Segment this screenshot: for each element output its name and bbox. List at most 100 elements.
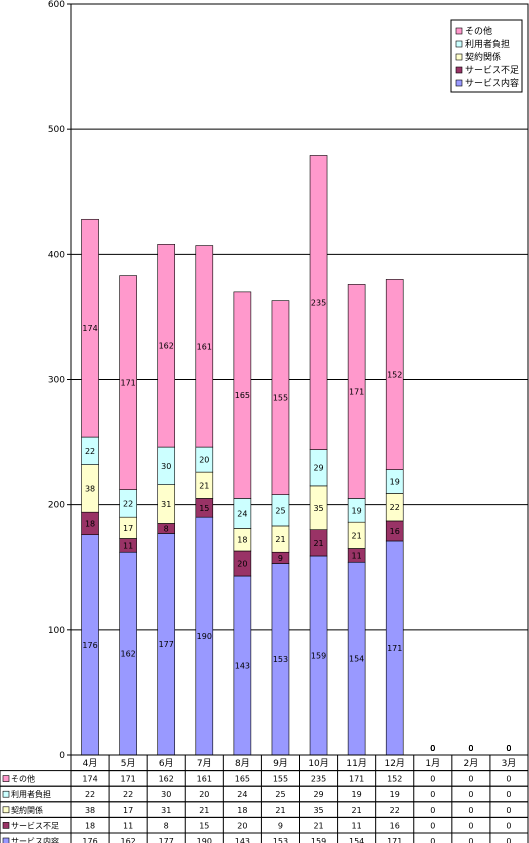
category-label: 12月 [384, 758, 404, 769]
category-label: 11月 [346, 758, 366, 769]
legend-label: 契約関係 [465, 51, 501, 63]
table-cell: 0 [468, 821, 473, 830]
table-cell: 0 [468, 806, 473, 815]
table-cell: 21 [199, 806, 209, 815]
table-cell: 162 [159, 775, 174, 784]
data-label: 25 [275, 506, 285, 515]
table-row-swatch [2, 806, 10, 814]
category-label: 2月 [464, 758, 479, 769]
y-tick-label: 500 [48, 125, 65, 135]
category-label: 9月 [273, 758, 288, 769]
table-cell: 35 [313, 806, 323, 815]
table-cell: 0 [430, 837, 435, 843]
category-label: 3月 [502, 758, 517, 769]
data-label: 30 [161, 462, 171, 471]
data-label: 0 [430, 744, 435, 753]
table-cell: 31 [161, 806, 171, 815]
data-label: 9 [278, 554, 283, 563]
bar-segment [309, 155, 328, 450]
data-label: 152 [387, 370, 402, 379]
table-cell: 17 [123, 806, 133, 815]
table-cell: 18 [85, 821, 95, 830]
table-row-label: 契約関係 [11, 805, 43, 815]
data-label: 18 [85, 519, 95, 528]
bar-segment [271, 300, 290, 495]
table-cell: 174 [82, 775, 97, 784]
table-cell: 0 [506, 790, 511, 799]
legend [450, 19, 523, 93]
table-row-swatch [2, 837, 10, 843]
table-cell: 9 [278, 821, 283, 830]
data-label: 0 [468, 744, 473, 753]
table-cell: 0 [506, 837, 511, 843]
data-label: 22 [85, 447, 95, 456]
table-cell: 19 [352, 790, 362, 799]
data-label: 19 [352, 506, 362, 515]
legend-swatch [455, 27, 463, 35]
category-label: 8月 [235, 758, 250, 769]
table-cell: 20 [237, 821, 247, 830]
legend-swatch [455, 66, 463, 74]
y-tick-label: 400 [48, 250, 65, 260]
table-cell: 0 [468, 775, 473, 784]
table-cell: 38 [85, 806, 95, 815]
data-label: 8 [164, 524, 169, 533]
table-cell: 11 [123, 821, 133, 830]
data-label: 0 [468, 744, 473, 753]
table-cell: 176 [82, 837, 97, 843]
table-row [0, 816, 529, 834]
data-label: 0 [468, 744, 473, 753]
data-label: 0 [506, 744, 511, 753]
data-label: 171 [120, 379, 135, 388]
table-cell: 235 [311, 775, 326, 784]
data-label: 0 [468, 744, 473, 753]
data-label: 161 [197, 342, 212, 351]
table-cell: 190 [197, 837, 212, 843]
table-cell: 21 [352, 806, 362, 815]
data-label: 0 [430, 744, 435, 753]
table-row-label: サービス不足 [11, 821, 59, 830]
table-cell: 0 [430, 821, 435, 830]
table-row [0, 770, 529, 787]
legend-label: その他 [465, 25, 492, 37]
y-tick-label: 100 [48, 626, 65, 636]
table-row-label: サービス内容 [11, 836, 59, 843]
table-cell: 0 [430, 790, 435, 799]
data-label: 20 [199, 456, 209, 465]
category-label: 10月 [308, 758, 328, 769]
table-cell: 171 [349, 775, 364, 784]
table-cell: 159 [311, 837, 326, 843]
table-cell: 21 [275, 806, 285, 815]
table-cell: 165 [235, 775, 250, 784]
data-label: 22 [390, 503, 400, 512]
data-label: 21 [352, 531, 362, 540]
legend-swatch [455, 79, 463, 87]
table-row [0, 801, 529, 818]
table-cell: 25 [275, 790, 285, 799]
y-tick-label: 300 [48, 376, 65, 386]
data-label: 177 [159, 640, 174, 649]
table-cell: 29 [313, 790, 323, 799]
legend-label: サービス内容 [465, 77, 519, 89]
data-label: 0 [506, 744, 511, 753]
data-label: 21 [313, 539, 323, 548]
table-cell: 0 [430, 775, 435, 784]
data-label: 176 [82, 641, 97, 650]
data-label: 155 [273, 394, 288, 403]
table-cell: 0 [506, 821, 511, 830]
table-cell: 0 [506, 806, 511, 815]
y-tick-label: 200 [48, 501, 65, 511]
data-label: 0 [506, 744, 511, 753]
table-cell: 24 [237, 790, 247, 799]
data-label: 31 [161, 500, 171, 509]
table-cell: 152 [387, 775, 402, 784]
data-label: 20 [237, 559, 247, 568]
table-cell: 161 [197, 775, 212, 784]
data-label: 0 [506, 744, 511, 753]
table-cell: 22 [123, 790, 133, 799]
table-cell: 19 [390, 790, 400, 799]
table-cell: 171 [120, 775, 135, 784]
bar-segment [385, 279, 404, 470]
y-tick-label: 0 [59, 751, 65, 761]
